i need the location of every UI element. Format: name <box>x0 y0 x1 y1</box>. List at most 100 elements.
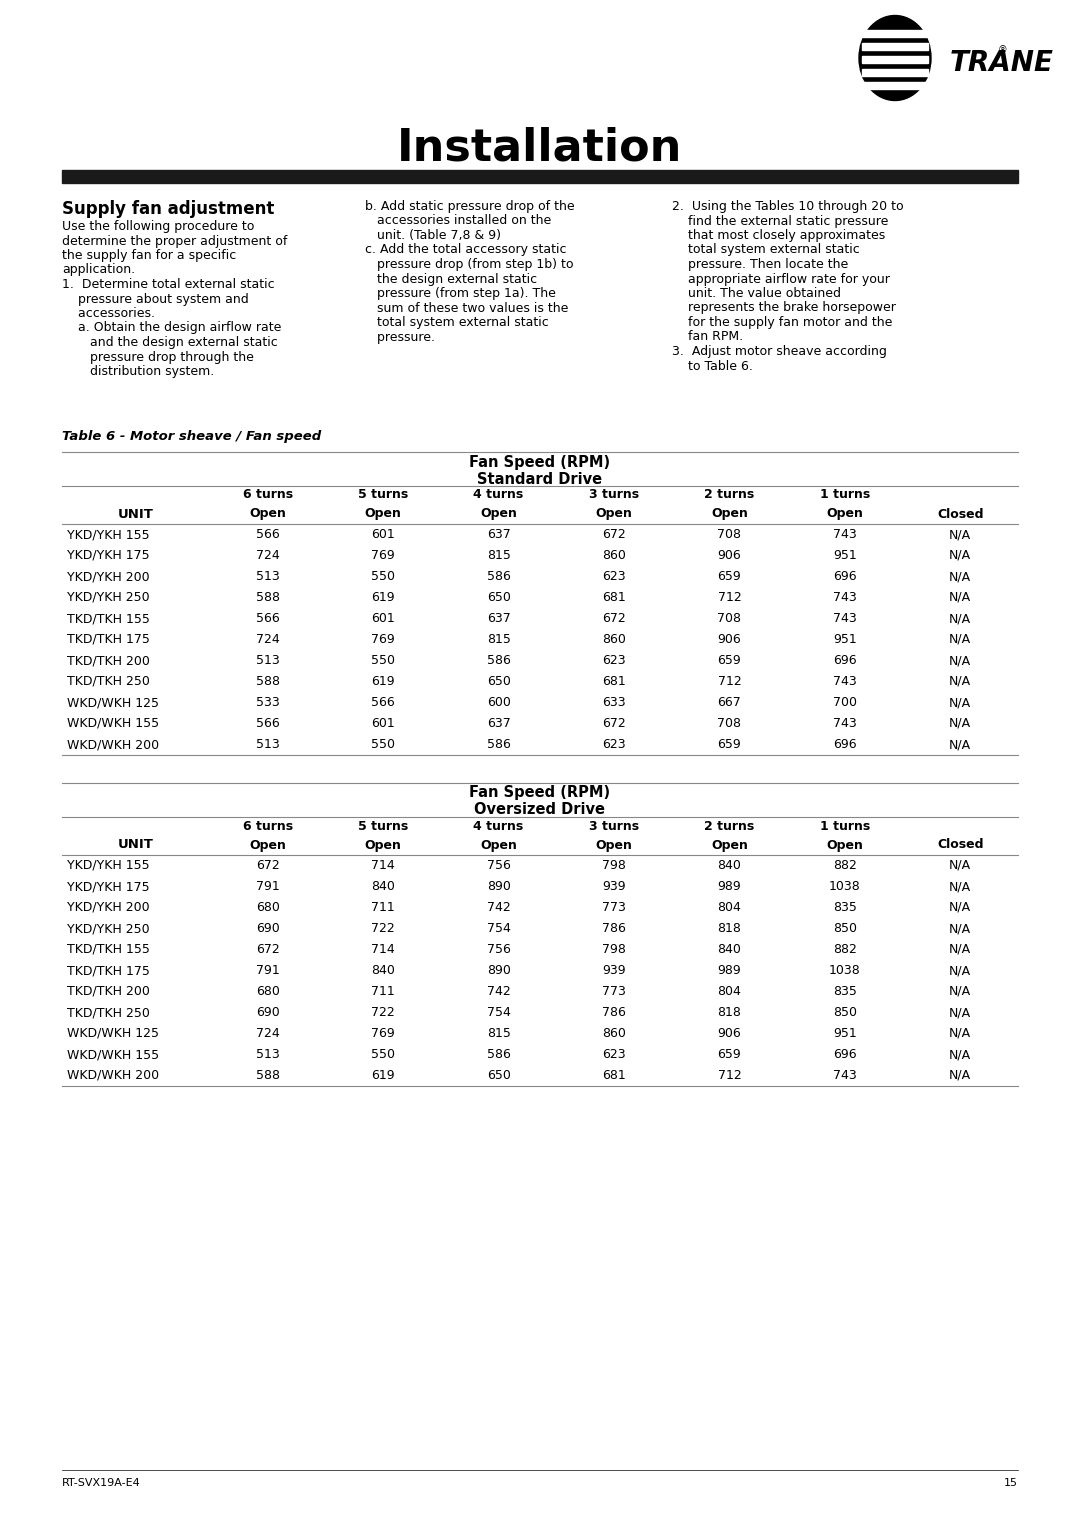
Text: 623: 623 <box>603 570 625 584</box>
Text: 840: 840 <box>717 859 741 872</box>
Text: 989: 989 <box>717 964 741 976</box>
Text: Open: Open <box>481 839 517 851</box>
Text: 672: 672 <box>603 717 626 730</box>
Text: 906: 906 <box>717 1027 741 1041</box>
Text: WKD/WKH 155: WKD/WKH 155 <box>67 1048 159 1060</box>
Text: 722: 722 <box>372 921 395 935</box>
Text: 769: 769 <box>372 549 395 562</box>
Text: to Table 6.: to Table 6. <box>672 359 753 373</box>
Text: 714: 714 <box>372 943 395 957</box>
Text: application.: application. <box>62 263 135 277</box>
Text: 712: 712 <box>717 675 741 688</box>
Text: 860: 860 <box>602 549 626 562</box>
Text: 637: 637 <box>487 613 511 625</box>
Text: N/A: N/A <box>949 695 971 709</box>
Text: accessories.: accessories. <box>62 307 156 319</box>
Text: 550: 550 <box>372 570 395 584</box>
Text: TRANE: TRANE <box>950 49 1054 76</box>
Text: that most closely approximates: that most closely approximates <box>672 229 886 241</box>
Text: 815: 815 <box>487 633 511 646</box>
Text: 566: 566 <box>256 529 280 541</box>
Text: N/A: N/A <box>949 943 971 957</box>
Text: 840: 840 <box>372 964 395 976</box>
Text: 601: 601 <box>372 529 395 541</box>
Text: N/A: N/A <box>949 570 971 584</box>
Text: 680: 680 <box>256 902 280 914</box>
Text: 566: 566 <box>256 613 280 625</box>
Text: 586: 586 <box>487 570 511 584</box>
Text: Supply fan adjustment: Supply fan adjustment <box>62 200 274 219</box>
Text: 939: 939 <box>603 880 625 892</box>
Text: N/A: N/A <box>949 549 971 562</box>
Text: Open: Open <box>826 507 863 521</box>
Text: 3 turns: 3 turns <box>589 489 639 501</box>
Text: N/A: N/A <box>949 717 971 730</box>
Text: 798: 798 <box>602 943 626 957</box>
Text: 743: 743 <box>833 613 856 625</box>
Text: 818: 818 <box>717 1005 741 1019</box>
Bar <box>862 69 928 76</box>
Text: Installation: Installation <box>397 127 683 170</box>
Text: 550: 550 <box>372 654 395 668</box>
Text: 850: 850 <box>833 1005 856 1019</box>
Text: 601: 601 <box>372 717 395 730</box>
Text: TKD/TKH 155: TKD/TKH 155 <box>67 943 150 957</box>
Text: 672: 672 <box>256 859 280 872</box>
Text: 696: 696 <box>833 738 856 750</box>
Text: 743: 743 <box>833 1070 856 1082</box>
Text: 835: 835 <box>833 902 856 914</box>
Text: TKD/TKH 155: TKD/TKH 155 <box>67 613 150 625</box>
Text: appropriate airflow rate for your: appropriate airflow rate for your <box>672 272 890 286</box>
Text: 1.  Determine total external static: 1. Determine total external static <box>62 278 274 290</box>
Text: Closed: Closed <box>937 507 984 521</box>
Text: Open: Open <box>595 507 633 521</box>
Text: 712: 712 <box>717 1070 741 1082</box>
Text: 1038: 1038 <box>829 880 861 892</box>
Text: 743: 743 <box>833 529 856 541</box>
Text: 724: 724 <box>256 1027 280 1041</box>
Text: total system external static: total system external static <box>365 316 549 329</box>
Text: N/A: N/A <box>949 880 971 892</box>
Text: TKD/TKH 200: TKD/TKH 200 <box>67 986 150 998</box>
Text: 588: 588 <box>256 591 280 604</box>
Text: distribution system.: distribution system. <box>62 365 214 377</box>
Text: N/A: N/A <box>949 1048 971 1060</box>
Text: 650: 650 <box>487 591 511 604</box>
Text: WKD/WKH 200: WKD/WKH 200 <box>67 738 159 750</box>
Text: Open: Open <box>249 839 286 851</box>
Text: 513: 513 <box>256 570 280 584</box>
Text: 906: 906 <box>717 549 741 562</box>
Text: YKD/YKH 155: YKD/YKH 155 <box>67 859 150 872</box>
Text: WKD/WKH 155: WKD/WKH 155 <box>67 717 159 730</box>
Text: 1 turns: 1 turns <box>820 489 870 501</box>
Text: 700: 700 <box>833 695 856 709</box>
Text: YKD/YKH 200: YKD/YKH 200 <box>67 570 150 584</box>
Text: 690: 690 <box>256 1005 280 1019</box>
Text: 2 turns: 2 turns <box>704 489 755 501</box>
Text: 650: 650 <box>487 675 511 688</box>
Text: 708: 708 <box>717 529 742 541</box>
Text: 696: 696 <box>833 654 856 668</box>
Text: 619: 619 <box>372 1070 395 1082</box>
Text: N/A: N/A <box>949 921 971 935</box>
Text: 513: 513 <box>256 654 280 668</box>
Bar <box>862 83 928 89</box>
Text: 696: 696 <box>833 1048 856 1060</box>
Text: N/A: N/A <box>949 675 971 688</box>
Text: 850: 850 <box>833 921 856 935</box>
Text: 804: 804 <box>717 986 741 998</box>
Text: 672: 672 <box>603 529 626 541</box>
Text: 2.  Using the Tables 10 through 20 to: 2. Using the Tables 10 through 20 to <box>672 200 904 212</box>
Text: 601: 601 <box>372 613 395 625</box>
Text: 939: 939 <box>603 964 625 976</box>
Text: Oversized Drive: Oversized Drive <box>474 802 606 817</box>
Text: b. Add static pressure drop of the: b. Add static pressure drop of the <box>365 200 575 212</box>
Text: 712: 712 <box>717 591 741 604</box>
Text: 619: 619 <box>372 675 395 688</box>
Text: N/A: N/A <box>949 964 971 976</box>
Text: sum of these two values is the: sum of these two values is the <box>365 301 568 315</box>
Text: TKD/TKH 200: TKD/TKH 200 <box>67 654 150 668</box>
Text: 882: 882 <box>833 859 856 872</box>
Text: 4 turns: 4 turns <box>473 489 524 501</box>
Text: Closed: Closed <box>937 839 984 851</box>
